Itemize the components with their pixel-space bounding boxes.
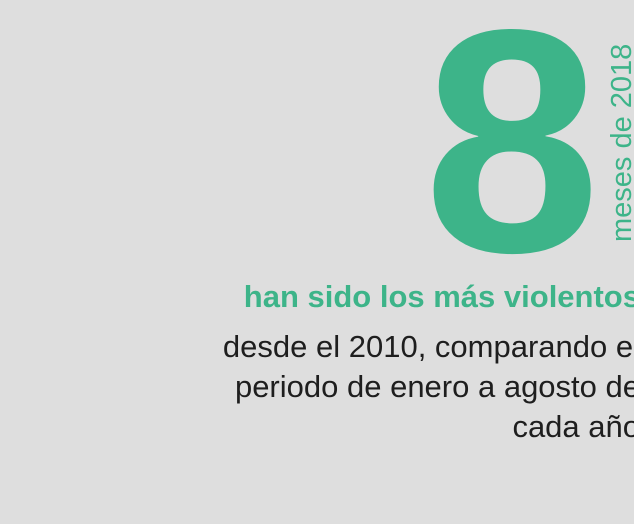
body-line: desde el 2010, comparando el bbox=[223, 329, 634, 364]
body-text: desde el 2010, comparando el periodo de e… bbox=[223, 329, 634, 444]
headline: han sido los más violentos bbox=[244, 279, 634, 314]
body-line: cada año bbox=[512, 409, 634, 444]
body-line: periodo de enero a agosto de bbox=[235, 369, 634, 404]
big-number: 8 bbox=[424, 0, 601, 319]
number-caption: meses de 2018 bbox=[606, 44, 634, 242]
